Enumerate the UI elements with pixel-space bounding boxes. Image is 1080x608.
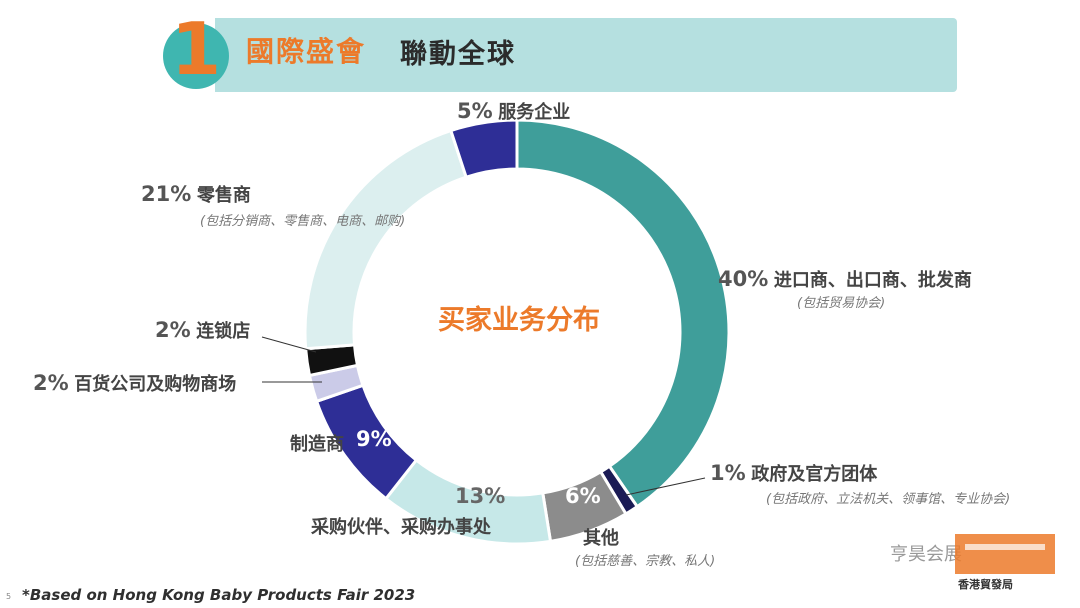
- leader-chainstore: [261, 336, 317, 353]
- label-government-pct: 1%: [710, 461, 746, 485]
- label-department-pct: 2%: [33, 371, 69, 395]
- label-sourcing: 采购伙伴、采购办事处: [311, 513, 491, 539]
- label-chainstore: 2% 连锁店: [155, 317, 250, 343]
- chart-title: 买家业务分布: [438, 305, 600, 336]
- label-other-note: (包括慈善、宗教、私人): [575, 554, 716, 569]
- label-retail-pct: 21%: [141, 182, 192, 206]
- label-department: 2% 百货公司及购物商场: [33, 370, 236, 396]
- label-retail-name: 零售商: [196, 185, 251, 206]
- label-government-name: 政府及官方团体: [751, 464, 878, 485]
- label-services-name: 服务企业: [498, 102, 571, 123]
- label-importers-note: (包括贸易协会): [797, 296, 886, 311]
- label-sourcing-pct: 13%: [455, 484, 506, 508]
- logo-text: 香港貿發局: [958, 578, 1013, 591]
- label-sourcing-name: 采购伙伴、采购办事处: [311, 517, 491, 538]
- label-government: 1% 政府及官方团体: [710, 460, 877, 486]
- label-manufacturer-name: 制造商: [290, 434, 344, 455]
- label-other-name: 其他: [583, 528, 619, 549]
- label-chainstore-pct: 2%: [155, 318, 191, 342]
- label-retail-note: (包括分销商、零售商、电商、邮购): [200, 214, 406, 229]
- slice-importers: [515, 118, 731, 509]
- label-chainstore-name: 连锁店: [196, 321, 251, 342]
- header-title: 國際盛會: [246, 35, 367, 68]
- slice-services: [448, 118, 519, 180]
- footnote: *Based on Hong Kong Baby Products Fair 2…: [22, 586, 416, 604]
- label-services: 5% 服务企业: [457, 98, 570, 124]
- label-importers-name: 进口商、出口商、批发商: [773, 270, 972, 291]
- label-manufacturer: 制造商: [290, 430, 344, 456]
- label-retail: 21% 零售商: [141, 181, 251, 207]
- label-other: 其他: [583, 524, 619, 550]
- label-department-name: 百货公司及购物商场: [74, 374, 237, 395]
- page-number: 5: [6, 592, 12, 601]
- header-subtitle: 聯動全球: [400, 39, 516, 70]
- leader-government: [625, 477, 706, 496]
- label-importers: 40% 进口商、出口商、批发商: [718, 266, 972, 292]
- label-manufacturer-pct: 9%: [356, 427, 392, 451]
- label-importers-pct: 40%: [718, 267, 769, 291]
- header-banner: [215, 18, 957, 92]
- hktdc-logo-icon: [955, 534, 1055, 574]
- header-number-badge: 1: [163, 8, 229, 91]
- svg-text:1: 1: [171, 8, 221, 91]
- watermark-text: 亨昊会展: [890, 544, 962, 565]
- label-government-note: (包括政府、立法机关、领事馆、专业协会): [766, 492, 1011, 507]
- label-other-pct: 6%: [565, 484, 601, 508]
- label-services-pct: 5%: [457, 99, 493, 123]
